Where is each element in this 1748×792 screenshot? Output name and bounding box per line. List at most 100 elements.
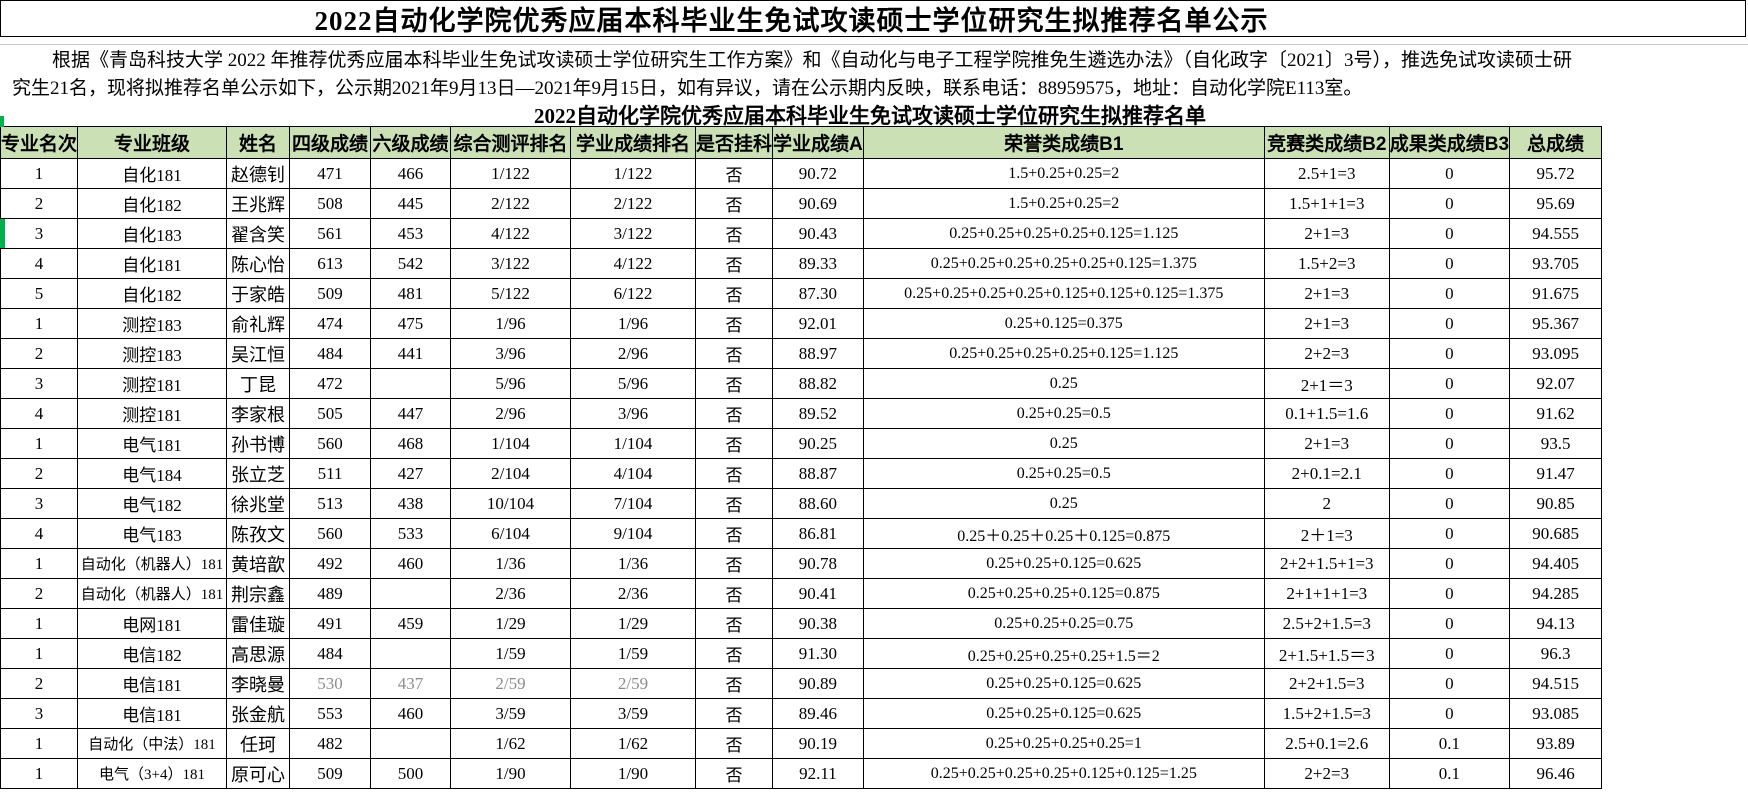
- table-cell[interactable]: 1/90: [450, 758, 572, 789]
- table-cell[interactable]: 2/36: [450, 578, 572, 609]
- table-cell[interactable]: 徐兆堂: [226, 488, 291, 519]
- table-cell[interactable]: 0: [1388, 518, 1511, 549]
- table-cell[interactable]: 否: [695, 158, 774, 189]
- table-cell[interactable]: 吴江恒: [226, 338, 291, 369]
- column-header[interactable]: 六级成绩: [370, 126, 452, 159]
- table-cell[interactable]: 560: [289, 428, 372, 459]
- table-cell[interactable]: 89.52: [772, 398, 864, 429]
- table-cell[interactable]: 95.367: [1509, 308, 1603, 339]
- table-cell[interactable]: 87.30: [772, 278, 864, 309]
- table-cell[interactable]: 513: [289, 488, 372, 519]
- table-cell[interactable]: 2/122: [570, 188, 697, 219]
- table-cell[interactable]: 0.1: [1388, 728, 1511, 759]
- table-cell[interactable]: 509: [289, 278, 372, 309]
- table-cell[interactable]: 电信181: [77, 698, 228, 729]
- table-cell[interactable]: 张金航: [226, 698, 291, 729]
- table-cell[interactable]: 0.25+0.25+0.25=0.75: [862, 608, 1265, 639]
- table-cell[interactable]: 2+1.5+1.5＝3: [1263, 638, 1390, 669]
- table-cell[interactable]: 1/104: [570, 428, 697, 459]
- table-cell[interactable]: 1/59: [570, 638, 697, 669]
- table-cell[interactable]: 自动化（机器人）181: [77, 548, 228, 579]
- table-cell[interactable]: 自化181: [77, 248, 228, 279]
- column-header[interactable]: 总成绩: [1509, 126, 1603, 159]
- table-cell[interactable]: 86.81: [772, 518, 864, 549]
- table-cell[interactable]: 484: [289, 638, 372, 669]
- table-cell[interactable]: 否: [695, 638, 774, 669]
- table-cell[interactable]: 0.25+0.25=0.5: [862, 398, 1265, 429]
- table-cell[interactable]: 90.19: [772, 728, 864, 759]
- table-cell[interactable]: 491: [289, 608, 372, 639]
- table-cell[interactable]: 自化182: [77, 188, 228, 219]
- table-cell[interactable]: 481: [370, 278, 452, 309]
- table-cell[interactable]: 于家皓: [226, 278, 291, 309]
- table-cell[interactable]: 3: [0, 368, 79, 399]
- table-cell[interactable]: 0: [1388, 428, 1511, 459]
- column-header[interactable]: 学业成绩A: [772, 126, 864, 159]
- table-cell[interactable]: 否: [695, 188, 774, 219]
- table-cell[interactable]: 电信182: [77, 638, 228, 669]
- table-cell[interactable]: 93.085: [1509, 698, 1603, 729]
- table-cell[interactable]: 6/122: [570, 278, 697, 309]
- table-cell[interactable]: 90.25: [772, 428, 864, 459]
- table-cell[interactable]: 自动化（中法）181: [77, 728, 228, 759]
- table-cell[interactable]: 489: [289, 578, 372, 609]
- table-cell[interactable]: 0: [1388, 458, 1511, 489]
- table-cell[interactable]: 4: [0, 398, 79, 429]
- table-cell[interactable]: 1: [0, 548, 79, 579]
- table-cell[interactable]: 否: [695, 488, 774, 519]
- table-cell[interactable]: 466: [370, 158, 452, 189]
- table-cell[interactable]: 4: [0, 518, 79, 549]
- table-cell[interactable]: 0.25+0.25+0.25+0.25+0.125=1.125: [862, 338, 1265, 369]
- table-cell[interactable]: 90.38: [772, 608, 864, 639]
- table-cell[interactable]: 0.25+0.25+0.25+0.125=0.875: [862, 578, 1265, 609]
- table-cell[interactable]: 453: [370, 218, 452, 249]
- table-cell[interactable]: 492: [289, 548, 372, 579]
- table-cell[interactable]: 0.25+0.125=0.375: [862, 308, 1265, 339]
- table-cell[interactable]: 96.3: [1509, 638, 1603, 669]
- table-cell[interactable]: 90.85: [1509, 488, 1603, 519]
- table-cell[interactable]: 95.69: [1509, 188, 1603, 219]
- table-cell[interactable]: 2+1＝3: [1263, 368, 1390, 399]
- table-cell[interactable]: 0: [1388, 338, 1511, 369]
- table-cell[interactable]: 电气183: [77, 518, 228, 549]
- table-cell[interactable]: 3/59: [570, 698, 697, 729]
- table-cell[interactable]: 否: [695, 458, 774, 489]
- table-cell[interactable]: 3/122: [570, 218, 697, 249]
- table-cell[interactable]: 0: [1388, 368, 1511, 399]
- table-cell[interactable]: 0.25+0.25+0.25+0.25=1: [862, 728, 1265, 759]
- table-cell[interactable]: 90.685: [1509, 518, 1603, 549]
- table-cell[interactable]: 0.25+0.25+0.125=0.625: [862, 668, 1265, 699]
- table-cell[interactable]: 2+2=3: [1263, 338, 1390, 369]
- column-header[interactable]: 学业成绩排名: [570, 126, 697, 159]
- column-header[interactable]: 四级成绩: [289, 126, 372, 159]
- table-cell[interactable]: 否: [695, 668, 774, 699]
- table-cell[interactable]: 原可心: [226, 758, 291, 789]
- table-cell[interactable]: 92.01: [772, 308, 864, 339]
- table-cell[interactable]: 0.25: [862, 488, 1265, 519]
- table-cell[interactable]: 441: [370, 338, 452, 369]
- table-cell[interactable]: [370, 578, 452, 609]
- table-cell[interactable]: 471: [289, 158, 372, 189]
- table-cell[interactable]: 2/96: [570, 338, 697, 369]
- table-cell[interactable]: 2: [0, 188, 79, 219]
- table-cell[interactable]: 否: [695, 698, 774, 729]
- table-cell[interactable]: 0.25＋0.25＋0.25＋0.125=0.875: [862, 518, 1265, 549]
- table-cell[interactable]: 2/36: [570, 578, 697, 609]
- table-cell[interactable]: 1/122: [450, 158, 572, 189]
- table-cell[interactable]: 93.095: [1509, 338, 1603, 369]
- table-cell[interactable]: 1/104: [450, 428, 572, 459]
- table-cell[interactable]: 90.78: [772, 548, 864, 579]
- table-cell[interactable]: 1/59: [450, 638, 572, 669]
- table-cell[interactable]: [370, 368, 452, 399]
- table-cell[interactable]: 0.1+1.5=1.6: [1263, 398, 1390, 429]
- table-cell[interactable]: 否: [695, 578, 774, 609]
- table-cell[interactable]: 530: [289, 668, 372, 699]
- table-cell[interactable]: 测控181: [77, 368, 228, 399]
- table-cell[interactable]: 0.25+0.25+0.25+0.25+0.25+0.125=1.375: [862, 248, 1265, 279]
- table-cell[interactable]: 4/122: [570, 248, 697, 279]
- table-cell[interactable]: 437: [370, 668, 452, 699]
- table-cell[interactable]: 测控181: [77, 398, 228, 429]
- table-cell[interactable]: 俞礼辉: [226, 308, 291, 339]
- table-cell[interactable]: 90.89: [772, 668, 864, 699]
- table-cell[interactable]: 3/59: [450, 698, 572, 729]
